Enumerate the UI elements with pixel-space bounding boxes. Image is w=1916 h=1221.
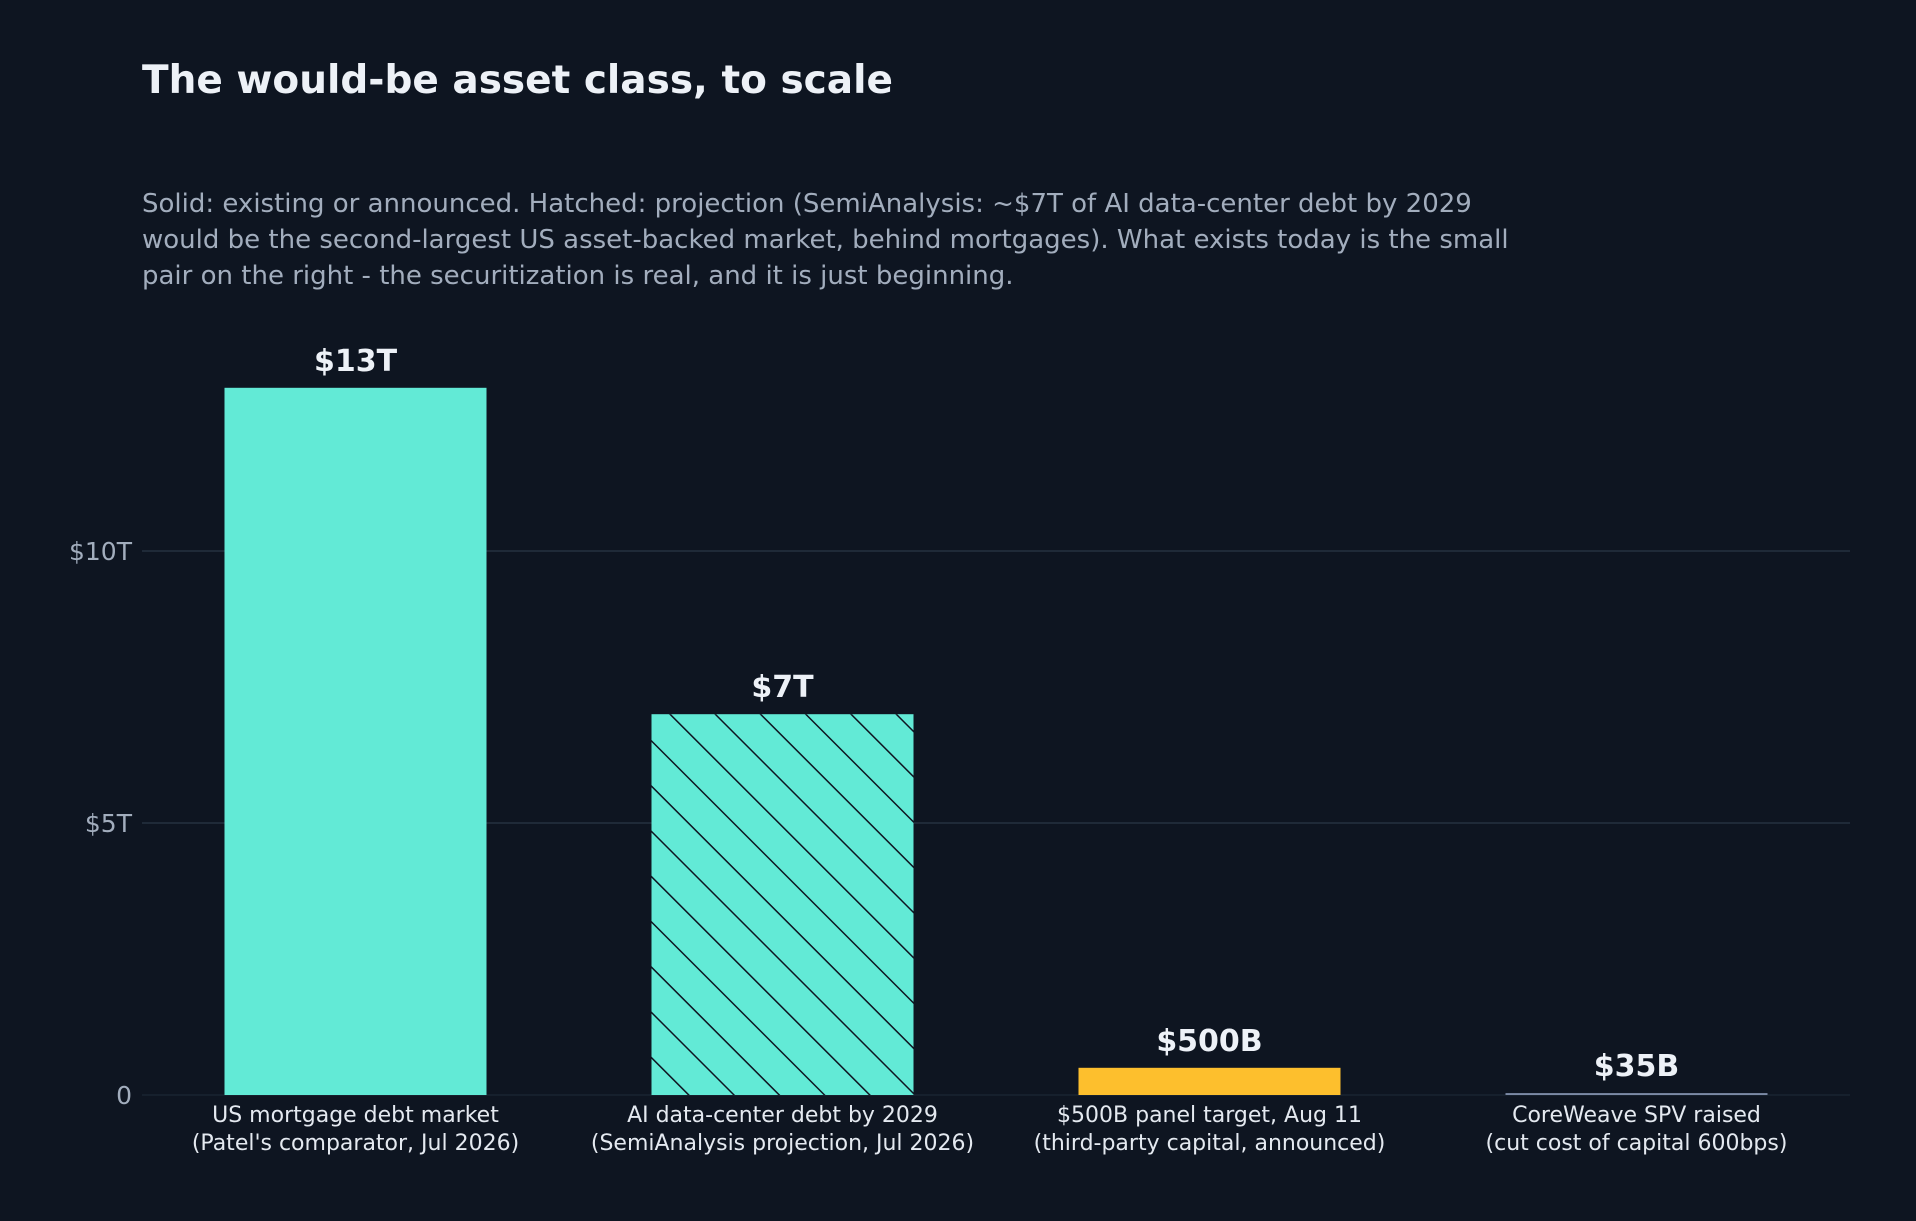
y-tick-label: 0 [116,1081,132,1110]
subtitle-line-2: would be the second-largest US asset-bac… [142,225,1509,255]
labels: 0 $5T $10T $13T US mortgage debt market (Pate… [69,344,1787,1156]
category-label-1-line-2: (Patel's comparator, Jul 2026) [192,1131,519,1156]
category-label-3-line-1: $500B panel target, Aug 11 [1057,1103,1362,1128]
value-label-3: $500B [1156,1024,1262,1059]
subtitle-line-3: pair on the right - the securitization i… [142,261,1014,291]
category-label-2-line-1: AI data-center debt by 2029 [627,1103,938,1128]
category-label-1-line-1: US mortgage debt market [212,1103,499,1128]
y-tick-label: $5T [85,809,133,838]
value-label-4: $35B [1594,1049,1680,1084]
category-label-3-line-2: (third-party capital, announced) [1034,1131,1386,1156]
bars [224,387,1768,1095]
bar-hatch-2 [651,714,914,1095]
y-tick-label: $10T [69,537,133,566]
chart-subtitle: Solid: existing or announced. Hatched: p… [142,186,1602,294]
bar-3 [1078,1067,1341,1095]
bar-1 [224,387,487,1095]
value-label-2: $7T [751,670,814,705]
subtitle-line-1: Solid: existing or announced. Hatched: p… [142,189,1472,219]
value-label-1: $13T [314,344,398,379]
category-label-4-line-1: CoreWeave SPV raised [1512,1103,1761,1128]
category-label-2-line-2: (SemiAnalysis projection, Jul 2026) [591,1131,974,1156]
category-label-4-line-2: (cut cost of capital 600bps) [1486,1131,1788,1156]
bar-4 [1505,1093,1768,1095]
chart-title: The would-be asset class, to scale [142,58,893,103]
